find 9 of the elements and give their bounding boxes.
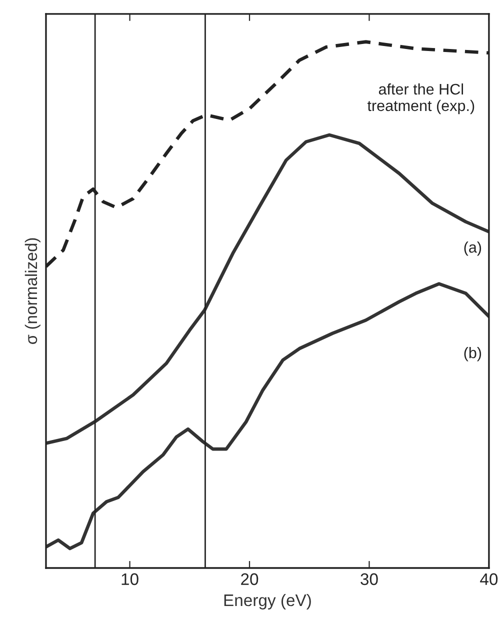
x-tick-label: 40 (480, 573, 498, 586)
y-axis-title: σ (normalized) (24, 238, 40, 344)
x-axis-title: Energy (eV) (224, 594, 311, 610)
x-tick-label: 20 (241, 573, 258, 586)
text: (b) (464, 347, 482, 362)
series-label: (a) (464, 241, 482, 256)
x-tick-label: 10 (122, 573, 138, 586)
text: after the HCl treatment (exp.) (367, 83, 474, 114)
x-tick-label: 30 (360, 573, 378, 586)
